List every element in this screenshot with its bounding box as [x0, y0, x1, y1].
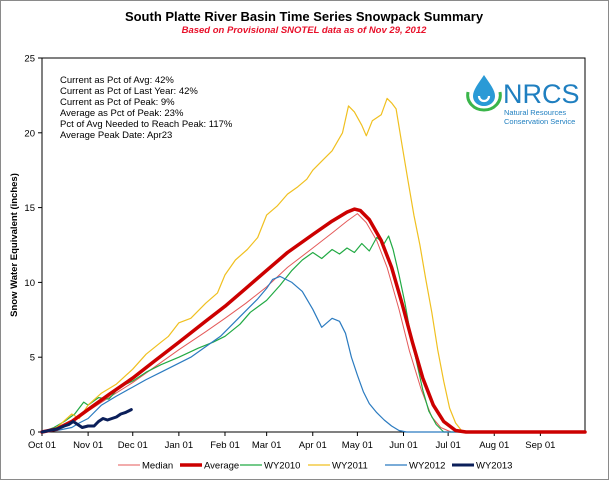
- logo-line-2: Conservation Service: [504, 117, 575, 126]
- x-tick-label: Aug 01: [479, 440, 509, 451]
- x-tick-label: Sep 01: [525, 440, 555, 451]
- y-tick-label: 0: [30, 428, 35, 439]
- series-line-wy2013: [40, 408, 133, 434]
- stat-line: Average Peak Date: Apr23: [60, 130, 172, 141]
- series-line-wy2011: [41, 97, 586, 433]
- legend-label-wy2013: WY2013: [476, 461, 512, 472]
- y-tick-label: 10: [24, 278, 35, 289]
- x-tick-label: Apr 01: [299, 440, 327, 451]
- x-tick-label: Jan 01: [165, 440, 194, 451]
- legend-label-wy2012: WY2012: [409, 461, 445, 472]
- y-axis: 0 5 10 15 20 25: [24, 54, 42, 439]
- logo-line-1: Natural Resources: [504, 108, 566, 117]
- x-tick-label: Nov 01: [73, 440, 103, 451]
- series-line-wy2012: [41, 275, 586, 433]
- x-tick-label: Dec 01: [118, 440, 148, 451]
- y-tick-label: 20: [24, 128, 35, 139]
- stat-line: Current as Pct of Last Year: 42%: [60, 86, 198, 97]
- x-tick-label: Jul 01: [435, 440, 460, 451]
- y-axis-label: Snow Water Equivalent (inches): [9, 173, 20, 317]
- y-tick-label: 15: [24, 203, 35, 214]
- legend-label-average: Average: [204, 461, 239, 472]
- x-tick-label: Oct 01: [28, 440, 56, 451]
- x-tick-label: Feb 01: [210, 440, 240, 451]
- x-tick-label: May 01: [342, 440, 373, 451]
- series-line-median: [41, 213, 586, 433]
- water-drop-icon: [466, 75, 502, 112]
- legend-label-wy2011: WY2011: [332, 461, 368, 472]
- stat-line: Current as Pct of Peak: 9%: [60, 97, 175, 108]
- stat-line: Pct of Avg Needed to Reach Peak: 117%: [60, 119, 233, 130]
- stat-line: Average as Pct of Peak: 23%: [60, 108, 184, 119]
- legend: Median Average WY2010 WY2011 WY2012 WY2013: [118, 461, 512, 472]
- legend-label-wy2010: WY2010: [264, 461, 300, 472]
- stat-line: Current as Pct of Avg: 42%: [60, 75, 174, 86]
- chart-title: South Platte River Basin Time Series Sno…: [125, 9, 484, 24]
- legend-label-median: Median: [142, 461, 173, 472]
- nrcs-logo: NRCS Natural Resources Conservation Serv…: [466, 75, 580, 126]
- x-axis: Oct 01 Nov 01 Dec 01 Jan 01 Feb 01 Mar 01 Apr …: [28, 432, 555, 451]
- series-line-average: [40, 207, 587, 434]
- chart-subtitle: Based on Provisional SNOTEL data as of N…: [182, 25, 428, 36]
- stats-block: Current as Pct of Avg: 42%Current as Pct…: [60, 75, 233, 141]
- series-line-wy2010: [41, 235, 586, 433]
- x-tick-label: Jun 01: [389, 440, 418, 451]
- x-tick-label: Mar 01: [252, 440, 282, 451]
- logo-wordmark: NRCS: [503, 79, 580, 109]
- y-tick-label: 5: [30, 353, 35, 364]
- series-layer: [40, 97, 587, 434]
- y-tick-label: 25: [24, 54, 35, 65]
